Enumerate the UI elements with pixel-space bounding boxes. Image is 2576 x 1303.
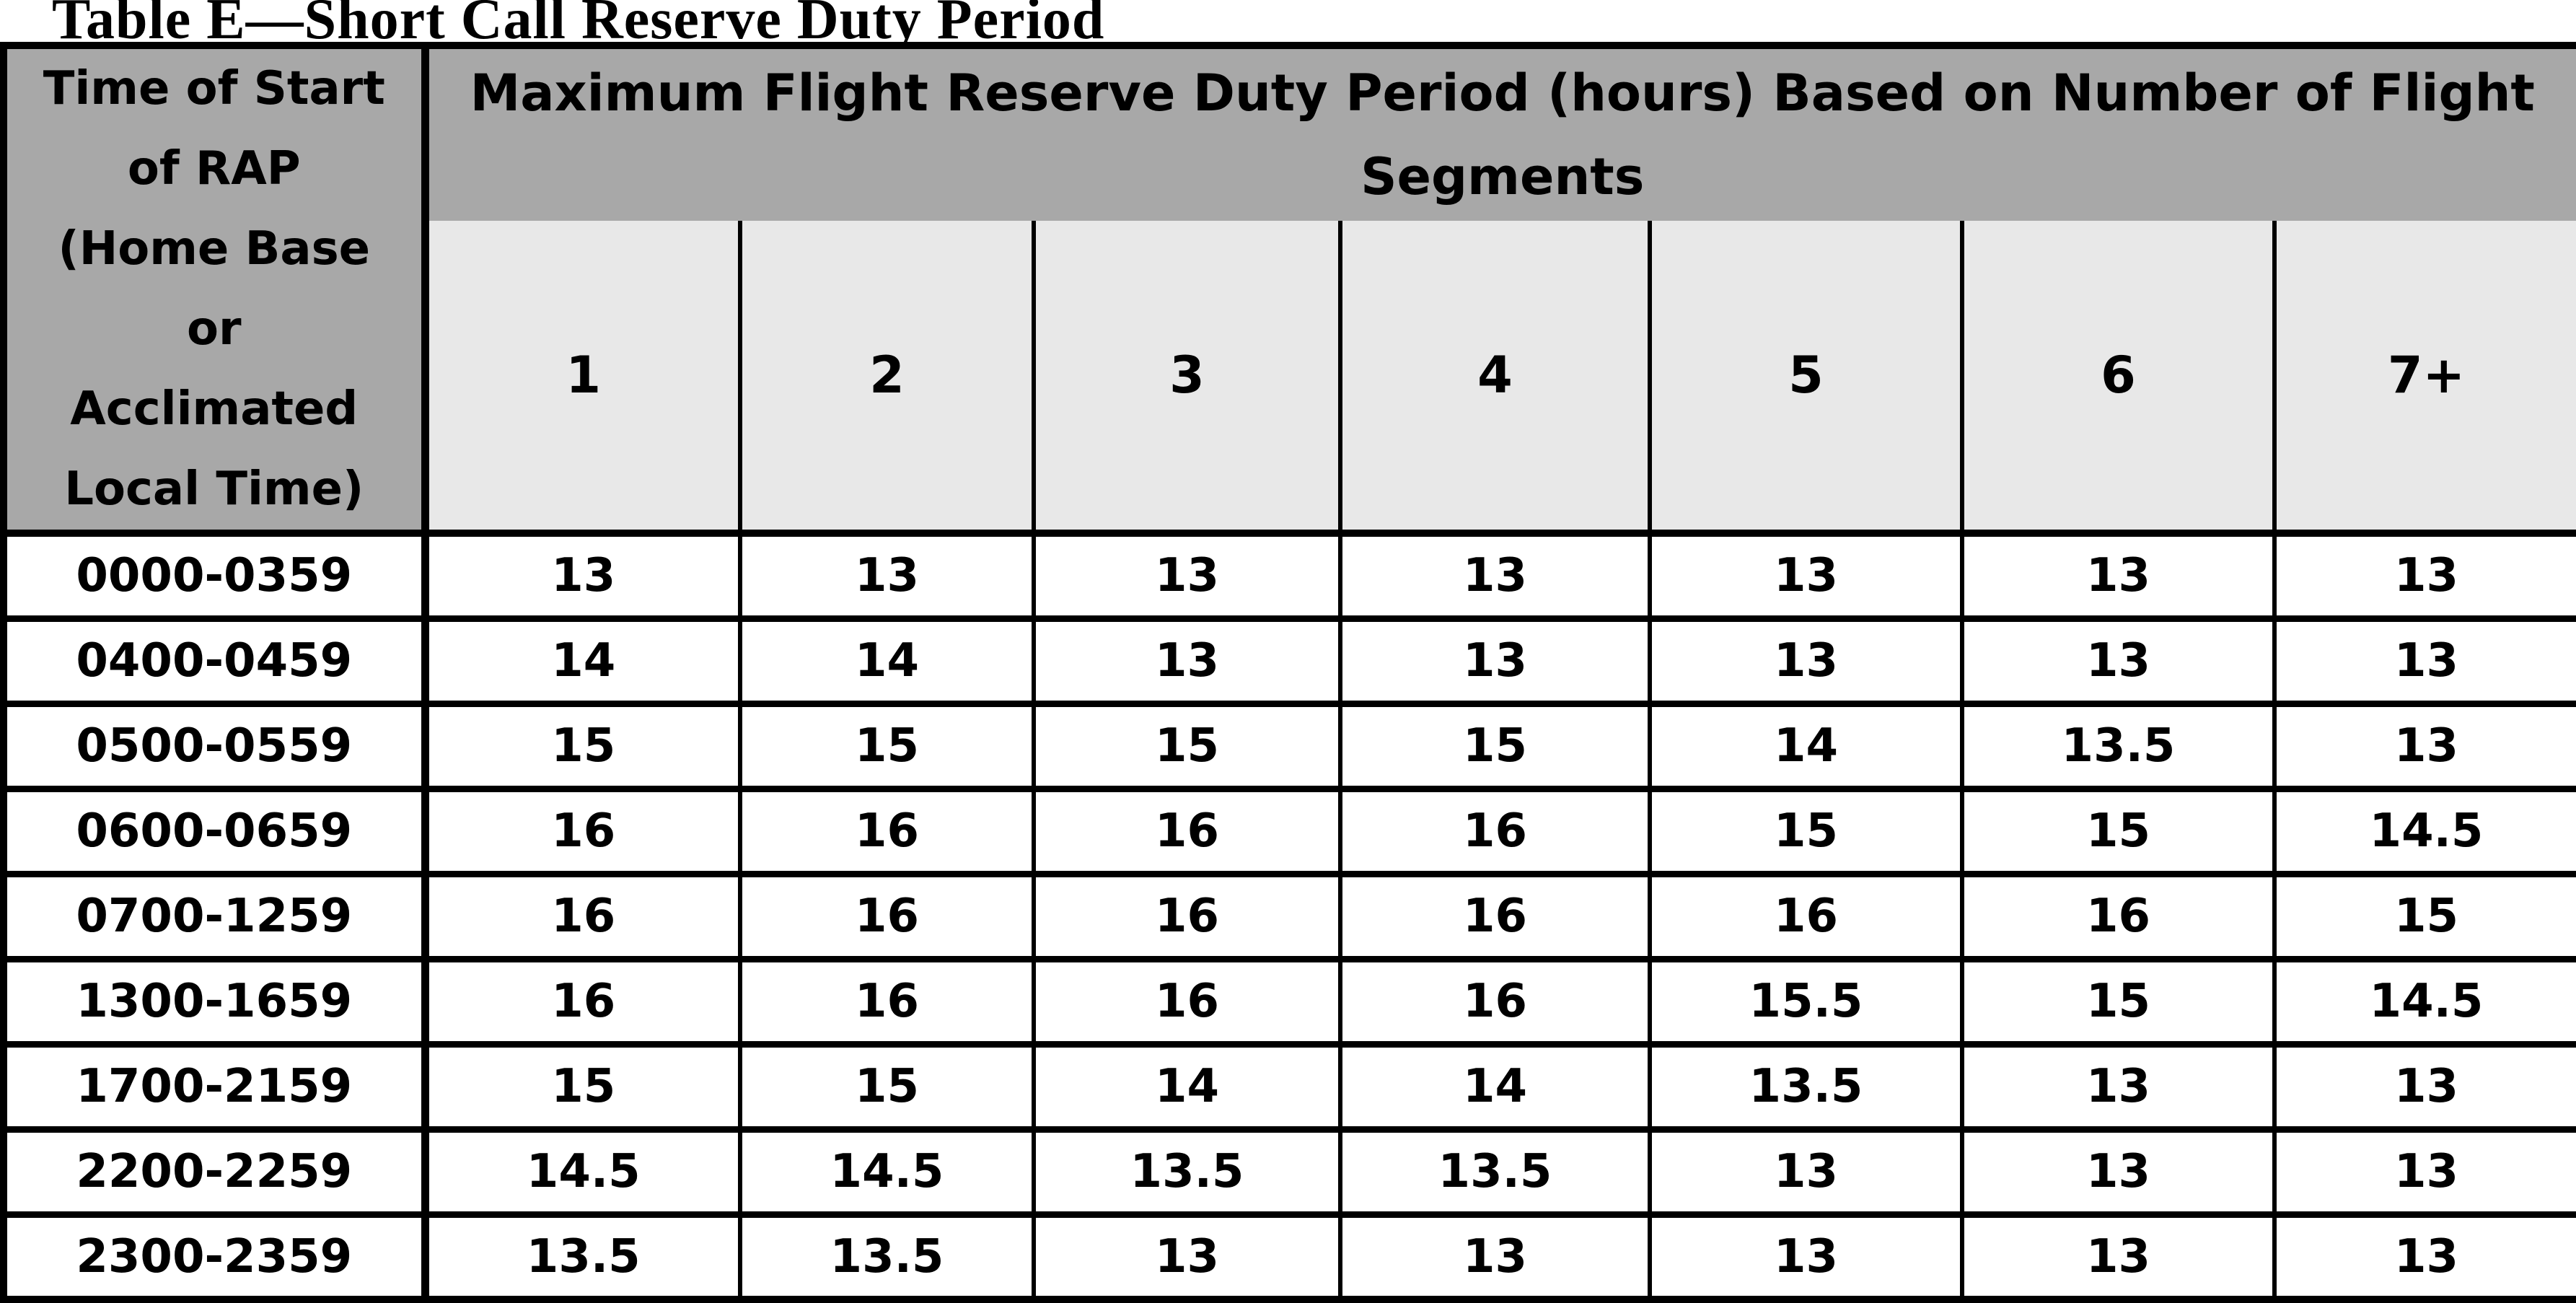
duty-period-cell: 14.5 <box>423 1126 740 1214</box>
time-range-cell: 2200-2259 <box>4 1126 429 1214</box>
table-row: 0400-0459 14 14 13 13 13 13 13 <box>4 615 2576 703</box>
time-range-cell: 0600-0659 <box>4 785 429 874</box>
duty-period-cell: 16 <box>1032 785 1340 874</box>
time-range-cell: 0000-0359 <box>4 530 429 618</box>
duty-period-cell: 13 <box>2272 1126 2576 1214</box>
duty-period-cell: 13 <box>1338 1211 1650 1299</box>
header-row-main: Time of Start of RAP (Home Base or Accli… <box>4 45 2576 537</box>
table-title: Table E—Short Call Reserve Duty Period <box>52 0 1105 51</box>
duty-period-cell: 13 <box>423 530 740 618</box>
duty-period-cell: 13 <box>2272 1040 2576 1129</box>
time-range-cell: 1700-2159 <box>4 1040 429 1129</box>
duty-period-cell: 16 <box>738 785 1034 874</box>
table-row: 0700-1259 16 16 16 16 16 16 15 <box>4 870 2576 959</box>
segment-column-header-6: 6 <box>1960 221 2274 537</box>
time-range-cell: 2300-2359 <box>4 1211 429 1299</box>
duty-period-cell: 14 <box>1338 1040 1650 1129</box>
duty-period-cell: 14 <box>738 615 1034 703</box>
duty-period-cell: 15 <box>2272 870 2576 959</box>
duty-period-cell: 13.5 <box>1648 1040 1962 1129</box>
duty-period-cell: 15 <box>1032 700 1340 789</box>
segment-column-header-7plus: 7+ <box>2272 221 2576 537</box>
duty-period-cell: 13 <box>2272 700 2576 789</box>
table-row: 0500-0559 15 15 15 15 14 13.5 13 <box>4 700 2576 789</box>
duty-period-cell: 13 <box>1960 1126 2274 1214</box>
segment-column-header-4: 4 <box>1338 221 1650 537</box>
duty-period-cell: 16 <box>1032 870 1340 959</box>
duty-period-cell: 16 <box>738 955 1034 1044</box>
duty-period-cell: 13 <box>1960 615 2274 703</box>
duty-period-cell: 13 <box>1648 1126 1962 1214</box>
duty-period-cell: 13 <box>2272 530 2576 618</box>
segment-column-header-1: 1 <box>423 221 740 537</box>
duty-period-cell: 13 <box>1648 615 1962 703</box>
duty-period-cell: 13 <box>2272 615 2576 703</box>
table-row: 1300-1659 16 16 16 16 15.5 15 14.5 <box>4 955 2576 1044</box>
duty-period-cell: 13 <box>1648 1211 1962 1299</box>
segment-column-header-3: 3 <box>1032 221 1340 537</box>
duty-period-cell: 14.5 <box>2272 955 2576 1044</box>
duty-period-cell: 13 <box>1648 530 1962 618</box>
span-header-cell: Maximum Flight Reserve Duty Period (hour… <box>425 45 2576 221</box>
table-row: 2300-2359 13.5 13.5 13 13 13 13 13 <box>4 1211 2576 1299</box>
duty-period-cell: 13 <box>1032 1211 1340 1299</box>
duty-period-cell: 13.5 <box>1338 1126 1650 1214</box>
duty-period-cell: 15.5 <box>1648 955 1962 1044</box>
time-range-cell: 0500-0559 <box>4 700 429 789</box>
duty-period-cell: 15 <box>738 1040 1034 1129</box>
duty-period-cell: 13 <box>1960 1211 2274 1299</box>
table-row: 0000-0359 13 13 13 13 13 13 13 <box>4 530 2576 618</box>
short-call-reserve-duty-table: Time of Start of RAP (Home Base or Accli… <box>0 42 2576 1303</box>
duty-period-cell: 16 <box>1338 955 1650 1044</box>
duty-period-cell: 14.5 <box>738 1126 1034 1214</box>
table-row: 0600-0659 16 16 16 16 15 15 14.5 <box>4 785 2576 874</box>
duty-period-cell: 15 <box>1648 785 1962 874</box>
duty-period-cell: 13 <box>1032 530 1340 618</box>
duty-period-cell: 15 <box>738 700 1034 789</box>
duty-period-cell: 13 <box>1338 615 1650 703</box>
header-row-segments: 1 2 3 4 5 6 7+ <box>4 221 2576 537</box>
duty-period-cell: 13 <box>1032 615 1340 703</box>
time-range-cell: 1300-1659 <box>4 955 429 1044</box>
table-row: 1700-2159 15 15 14 14 13.5 13 13 <box>4 1040 2576 1129</box>
duty-period-cell: 14 <box>1648 700 1962 789</box>
duty-period-cell: 16 <box>423 870 740 959</box>
duty-period-cell: 16 <box>423 785 740 874</box>
duty-period-cell: 13 <box>1338 530 1650 618</box>
duty-period-cell: 15 <box>1960 955 2274 1044</box>
duty-period-cell: 15 <box>1338 700 1650 789</box>
duty-period-cell: 15 <box>423 700 740 789</box>
time-range-cell: 0400-0459 <box>4 615 429 703</box>
segment-column-header-2: 2 <box>738 221 1034 537</box>
duty-period-cell: 13 <box>1960 1040 2274 1129</box>
duty-period-cell: 16 <box>1960 870 2274 959</box>
duty-period-cell: 16 <box>423 955 740 1044</box>
duty-period-cell: 13.5 <box>1032 1126 1340 1214</box>
segment-column-header-5: 5 <box>1648 221 1962 537</box>
duty-period-cell: 13.5 <box>1960 700 2274 789</box>
duty-period-cell: 16 <box>1032 955 1340 1044</box>
duty-period-cell: 16 <box>1648 870 1962 959</box>
corner-header-cell: Time of Start of RAP (Home Base or Accli… <box>4 45 429 537</box>
duty-period-cell: 16 <box>1338 785 1650 874</box>
duty-period-cell: 13 <box>1960 530 2274 618</box>
duty-period-cell: 15 <box>1960 785 2274 874</box>
time-range-cell: 0700-1259 <box>4 870 429 959</box>
table-row: 2200-2259 14.5 14.5 13.5 13.5 13 13 13 <box>4 1126 2576 1214</box>
duty-period-cell: 16 <box>1338 870 1650 959</box>
duty-period-cell: 15 <box>423 1040 740 1129</box>
duty-period-cell: 13.5 <box>738 1211 1034 1299</box>
duty-period-cell: 14 <box>1032 1040 1340 1129</box>
duty-period-cell: 14 <box>423 615 740 703</box>
duty-period-cell: 13 <box>738 530 1034 618</box>
duty-period-cell: 14.5 <box>2272 785 2576 874</box>
duty-period-cell: 16 <box>738 870 1034 959</box>
duty-period-cell: 13 <box>2272 1211 2576 1299</box>
duty-period-cell: 13.5 <box>423 1211 740 1299</box>
